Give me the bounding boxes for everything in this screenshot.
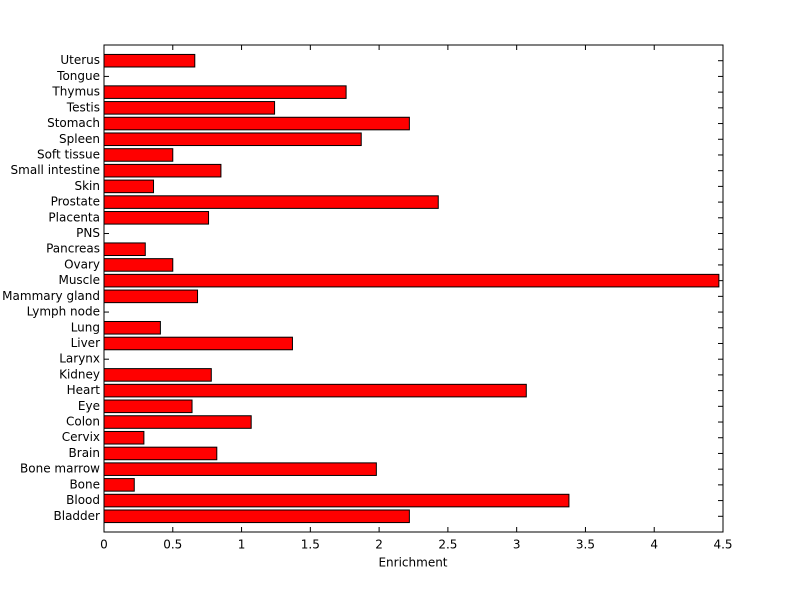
y-tick-label: Thymus: [51, 85, 100, 99]
y-tick-label: Lung: [71, 320, 100, 334]
bar: [103, 242, 146, 257]
bar: [103, 211, 210, 225]
y-tick-label: Eye: [78, 399, 100, 413]
bar: [103, 509, 410, 524]
bar: [103, 289, 199, 304]
y-tick-label: Small intestine: [11, 163, 100, 177]
y-tick-label: Larynx: [59, 352, 100, 366]
y-tick-label: Spleen: [59, 132, 100, 146]
bar: [103, 320, 161, 335]
y-tick-label: Liver: [71, 336, 101, 350]
bar: [103, 195, 439, 209]
x-axis-label: Enrichment: [378, 556, 447, 570]
bar: [103, 148, 174, 162]
y-tick-label: Cervix: [62, 430, 100, 444]
bar: [103, 258, 174, 272]
y-tick-label: Testis: [66, 100, 100, 114]
y-tick-label: Ovary: [64, 257, 100, 271]
y-tick-label: Prostate: [51, 195, 100, 209]
y-tick-label: PNS: [76, 226, 100, 240]
bar: [103, 163, 222, 178]
bar: [103, 101, 276, 115]
x-tick-label: 4.5: [713, 538, 732, 552]
x-tick-label: 4: [650, 538, 658, 552]
bar: [103, 179, 155, 194]
bar: [103, 132, 362, 147]
x-tick-label: 0: [100, 538, 108, 552]
y-tick-label: Bone: [69, 477, 100, 491]
bar: [103, 383, 527, 398]
y-tick-label: Blood: [66, 493, 100, 507]
x-tick-label: 1: [238, 538, 246, 552]
bar: [103, 273, 720, 288]
y-tick-label: Heart: [67, 383, 101, 397]
x-tick-label: 3.5: [576, 538, 595, 552]
x-tick-label: 1.5: [301, 538, 320, 552]
y-tick-label: Mammary gland: [2, 289, 100, 303]
y-tick-label: Tongue: [56, 69, 100, 83]
y-tick-label: Skin: [74, 179, 100, 193]
x-tick-label: 0.5: [163, 538, 182, 552]
y-tick-label: Placenta: [48, 210, 100, 224]
x-tick-label: 2.5: [438, 538, 457, 552]
x-tick-label: 2: [375, 538, 383, 552]
bar: [103, 462, 377, 476]
y-tick-label: Uterus: [60, 53, 100, 67]
y-tick-label: Colon: [66, 415, 100, 429]
y-tick-label: Brain: [69, 446, 100, 460]
y-tick-label: Soft tissue: [37, 147, 100, 161]
bar: [103, 399, 193, 414]
x-tick-label: 3: [513, 538, 521, 552]
y-tick-label: Kidney: [59, 367, 100, 381]
y-tick-label: Bone marrow: [20, 462, 100, 476]
bar: [103, 53, 196, 68]
bar: [103, 336, 293, 351]
y-tick-label: Muscle: [58, 273, 100, 287]
y-tick-label: Lymph node: [27, 305, 100, 319]
bar: [103, 368, 212, 382]
bar: [103, 85, 347, 99]
y-tick-label: Stomach: [47, 116, 100, 130]
y-tick-label: Bladder: [54, 509, 101, 523]
bar: [103, 116, 410, 131]
bar: [103, 493, 570, 508]
y-tick-label: Pancreas: [46, 242, 100, 256]
bar: [103, 446, 218, 461]
bar: [103, 415, 252, 429]
bar: [103, 478, 135, 492]
bar: [103, 430, 145, 445]
